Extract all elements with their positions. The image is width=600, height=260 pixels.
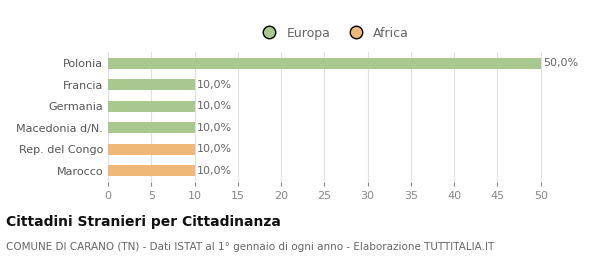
Text: 50,0%: 50,0% bbox=[543, 58, 578, 68]
Legend: Europa, Africa: Europa, Africa bbox=[252, 22, 414, 45]
Text: 10,0%: 10,0% bbox=[197, 101, 232, 111]
Bar bbox=[108, 144, 194, 155]
Bar bbox=[108, 122, 194, 133]
Bar bbox=[108, 79, 194, 90]
Text: 10,0%: 10,0% bbox=[197, 123, 232, 133]
Bar bbox=[108, 165, 194, 176]
Text: Cittadini Stranieri per Cittadinanza: Cittadini Stranieri per Cittadinanza bbox=[6, 215, 281, 229]
Text: COMUNE DI CARANO (TN) - Dati ISTAT al 1° gennaio di ogni anno - Elaborazione TUT: COMUNE DI CARANO (TN) - Dati ISTAT al 1°… bbox=[6, 242, 494, 252]
Bar bbox=[108, 101, 194, 112]
Text: 10,0%: 10,0% bbox=[197, 166, 232, 176]
Text: 10,0%: 10,0% bbox=[197, 144, 232, 154]
Text: 10,0%: 10,0% bbox=[197, 80, 232, 90]
Bar bbox=[108, 58, 541, 69]
